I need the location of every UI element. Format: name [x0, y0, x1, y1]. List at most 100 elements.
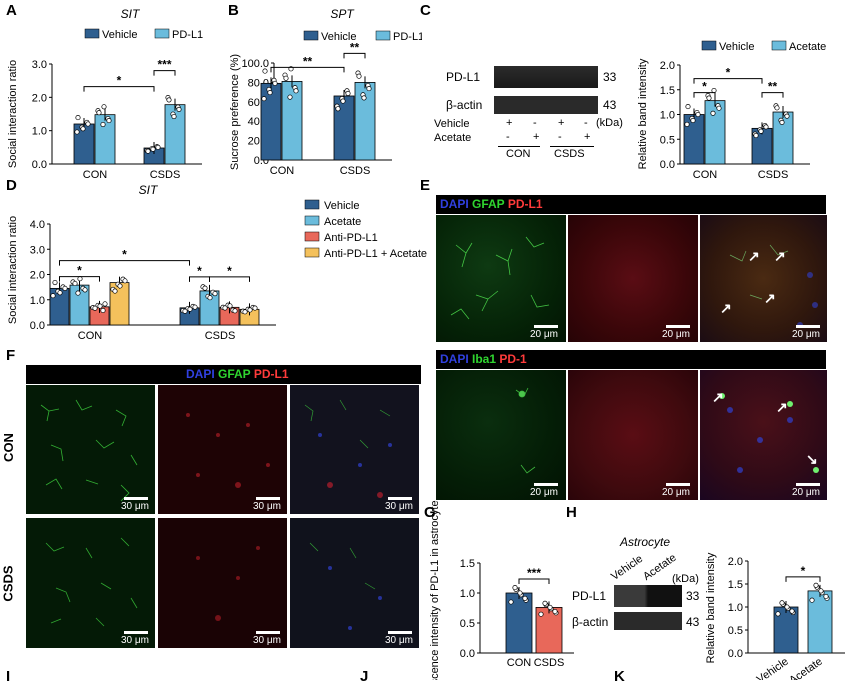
data-point — [75, 115, 81, 121]
data-point — [166, 97, 172, 103]
blot-c-sign: - — [506, 131, 510, 143]
data-point — [784, 604, 790, 610]
legend-label: Acetate — [324, 216, 361, 228]
x-tick-label: CON — [270, 165, 295, 177]
blot-h-band-label-0: PD-L1 — [572, 589, 607, 603]
significance-label: * — [122, 248, 127, 262]
blot-c-pdl1-band — [494, 66, 598, 88]
significance-bracket — [343, 52, 366, 59]
data-point — [779, 119, 785, 125]
data-point — [774, 105, 780, 111]
y-tick-label: 2.0 — [30, 270, 45, 282]
data-point — [784, 113, 790, 119]
data-point — [361, 95, 367, 101]
chart-c: 0.0 0.5 1.0 1.5 2.0 Relative band intensity CO… — [637, 40, 826, 180]
legend-swatch — [375, 30, 391, 41]
data-point — [117, 283, 123, 289]
scale-label: 20 μm — [662, 329, 690, 340]
data-point — [366, 86, 372, 92]
y-tick-label: 0.0 — [660, 159, 675, 171]
chart-title: SIT — [121, 7, 141, 21]
data-point — [182, 308, 188, 314]
data-point — [112, 288, 118, 294]
micro-f-csds-red: 30 μm — [158, 518, 287, 648]
scale-label: 20 μm — [530, 487, 558, 498]
data-point — [690, 117, 696, 123]
data-point — [684, 121, 690, 127]
chart-d: 0.0 1.0 2.0 3.0 4.0 Social interaction ratio S… — [7, 183, 427, 342]
scale-bar — [666, 325, 690, 328]
stain-pd1: PD-1 — [499, 352, 527, 366]
legend-label: Vehicle — [321, 31, 356, 43]
scale-label: 20 μm — [530, 329, 558, 340]
data-point — [758, 128, 764, 134]
blot-c-row-vehicle: Vehicle — [434, 118, 470, 130]
data-point — [335, 106, 341, 112]
blot-c-sign: - — [584, 117, 588, 129]
data-point — [547, 604, 553, 610]
significance-label: * — [227, 264, 232, 278]
x-tick-label: Vehicle — [755, 656, 791, 680]
data-point — [716, 105, 722, 111]
data-point — [52, 279, 58, 286]
arrow-icon: ↗ — [774, 248, 786, 264]
x-tick-label: CSDS — [758, 169, 789, 180]
micro-e1-red: 20 μm — [568, 215, 698, 342]
scale-bar — [534, 325, 558, 328]
x-tick-label: CSDS — [340, 165, 371, 177]
scale-bar — [666, 483, 690, 486]
data-point — [706, 95, 712, 101]
stain-bar-e2: DAPI Iba1 PD-1 — [436, 350, 826, 369]
x-tick-label: CON — [78, 330, 103, 342]
data-point — [50, 293, 56, 299]
panel-label-g: G — [424, 504, 436, 521]
y-tick-label: 0.5 — [660, 134, 675, 146]
chart-h: 0.0 0.5 1.0 1.5 2.0 Relative band intensity Ve… — [705, 552, 845, 680]
panel-label-e: E — [420, 177, 431, 194]
blot-c-sign: + — [506, 117, 513, 129]
y-tick-label: 0.0 — [728, 648, 743, 660]
legend-swatch — [304, 247, 320, 258]
blot-c-sign: + — [558, 117, 565, 129]
legend-swatch — [304, 215, 320, 226]
data-point — [187, 306, 193, 312]
y-tick-label: 2.0 — [660, 60, 675, 72]
panel-label-c: C — [420, 2, 431, 19]
bar — [704, 100, 726, 165]
y-tick-label: 3.0 — [30, 244, 45, 256]
significance-label: *** — [157, 58, 171, 72]
blot-c: PD-L1 β-actin 33 43 Vehicle Acetate + - … — [434, 60, 636, 170]
data-point — [102, 301, 108, 307]
micro-e1-merge: ↗ ↗ ↗ ↗ 20 μm — [700, 215, 827, 342]
legend-label: PD-L1 — [172, 29, 203, 41]
blot-c-mw-1: 43 — [603, 98, 617, 112]
data-point — [92, 305, 98, 311]
legend-swatch — [304, 199, 320, 210]
y-axis-label: Fluorescence intensity of PD-L1 in astro… — [429, 500, 441, 680]
y-tick-label: 0.5 — [728, 625, 743, 637]
scale-bar — [796, 325, 820, 328]
micro-f-con-green: 30 μm — [26, 385, 155, 514]
blot-h-actin-band — [614, 612, 682, 630]
x-tick-label: CSDS — [534, 657, 565, 669]
data-point — [775, 611, 781, 617]
y-tick-label: 2.0 — [728, 556, 743, 568]
y-tick-label: 1.5 — [728, 579, 743, 591]
stain-dapi: DAPI — [440, 197, 469, 211]
chart-g: 0.0 0.5 1.0 1.5 Fluorescence intensity of PD… — [429, 500, 574, 680]
data-point — [252, 305, 258, 311]
scale-label: 30 μm — [253, 501, 281, 512]
micro-f-con-red: 30 μm — [158, 385, 287, 514]
micro-e2-red: 20 μm — [568, 370, 698, 500]
data-point — [283, 75, 289, 81]
y-tick-label: 4.0 — [30, 219, 45, 231]
y-tick-label: 0.0 — [32, 159, 47, 171]
y-axis-label: Relative band intensity — [705, 552, 717, 663]
legend-label: Vehicle — [102, 29, 137, 41]
arrow-icon: ↗ — [776, 399, 788, 415]
data-point — [267, 90, 273, 96]
y-axis-label: Sucrose preference (%) — [229, 54, 241, 170]
data-point — [823, 593, 829, 600]
data-point — [356, 73, 362, 79]
blot-c-group-con: CON — [506, 148, 531, 160]
